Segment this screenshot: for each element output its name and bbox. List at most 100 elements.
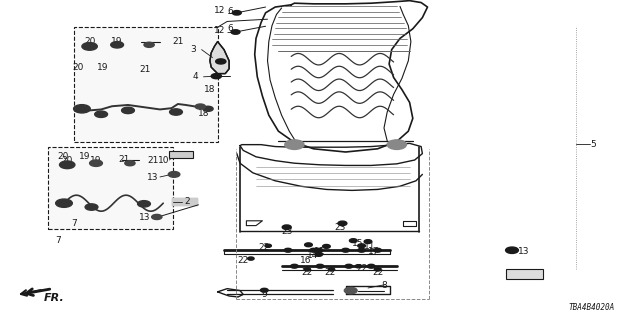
Circle shape [82,43,97,50]
Text: 23: 23 [281,227,292,236]
Text: 13: 13 [147,173,159,182]
Circle shape [170,109,182,115]
Circle shape [111,42,124,48]
Circle shape [358,248,365,252]
Circle shape [387,140,406,149]
Circle shape [232,11,241,15]
Text: 13: 13 [139,213,150,222]
Circle shape [125,161,135,166]
Circle shape [316,264,324,268]
Text: 10: 10 [158,156,170,164]
Text: 7: 7 [55,236,60,245]
Circle shape [310,248,317,252]
Circle shape [291,264,298,268]
Text: 20: 20 [61,156,73,164]
Text: 22: 22 [259,244,270,252]
Polygon shape [210,42,229,74]
Circle shape [122,107,134,114]
Text: 19: 19 [90,156,102,164]
Circle shape [304,268,310,271]
Circle shape [231,30,240,34]
Text: 4: 4 [193,72,198,81]
Circle shape [342,248,349,252]
Circle shape [74,105,90,113]
Text: 8: 8 [381,281,387,290]
Text: 21: 21 [140,65,151,74]
Text: 6: 6 [228,7,234,16]
Bar [74,27,218,142]
Text: 7: 7 [71,220,76,228]
Text: 11: 11 [314,247,325,256]
Circle shape [358,244,365,248]
Text: 1: 1 [522,271,527,280]
Text: 17: 17 [368,247,380,256]
Circle shape [315,248,323,252]
Text: 2: 2 [184,197,190,206]
Circle shape [56,199,72,207]
Text: 15: 15 [352,239,364,248]
Circle shape [95,111,108,117]
Bar [48,147,173,229]
Circle shape [349,239,357,243]
Text: TBA4B4020A: TBA4B4020A [568,303,614,312]
Circle shape [152,214,162,220]
Text: 22: 22 [372,268,383,277]
Circle shape [285,140,304,149]
Text: 20: 20 [84,37,95,46]
Circle shape [282,225,291,229]
Text: 12: 12 [214,6,225,15]
Circle shape [85,204,98,210]
Circle shape [260,288,268,292]
Circle shape [265,244,271,247]
Text: 22: 22 [237,256,248,265]
Text: 20: 20 [72,63,84,72]
Text: 16: 16 [300,256,311,265]
Text: 21: 21 [147,156,159,164]
Text: 19: 19 [79,152,90,161]
Circle shape [203,106,213,111]
Circle shape [248,257,254,260]
Circle shape [90,160,102,166]
Text: 19: 19 [111,37,123,46]
Circle shape [305,243,312,247]
Circle shape [168,172,180,177]
Circle shape [344,287,357,294]
Circle shape [506,247,518,253]
Circle shape [195,104,205,109]
Text: 6: 6 [227,24,233,33]
Text: 18: 18 [198,109,210,118]
Text: 21: 21 [118,155,130,164]
Circle shape [355,265,362,268]
Text: 22: 22 [324,268,335,277]
Circle shape [374,268,381,271]
Circle shape [323,244,330,248]
Bar [506,269,543,279]
Circle shape [138,201,150,207]
Text: 12: 12 [214,26,225,35]
Text: 3: 3 [191,45,196,54]
Circle shape [60,161,75,169]
Text: 21: 21 [173,37,184,46]
Circle shape [211,74,221,79]
Circle shape [328,268,335,271]
Circle shape [338,221,347,226]
Text: 20: 20 [57,152,68,161]
Circle shape [367,264,375,268]
Circle shape [144,42,154,47]
Circle shape [345,264,353,268]
Text: 22: 22 [356,264,367,273]
Polygon shape [172,198,197,205]
Text: 23: 23 [335,223,346,232]
Text: 18: 18 [204,85,215,94]
Text: 14: 14 [307,252,319,260]
Circle shape [216,59,226,64]
Circle shape [315,252,323,256]
Circle shape [284,248,292,252]
Text: 11: 11 [364,242,375,251]
Text: 9: 9 [262,290,267,299]
Bar [169,151,193,158]
Text: 5: 5 [590,140,596,148]
Circle shape [374,248,381,252]
Circle shape [364,240,372,244]
Text: 13: 13 [518,247,530,256]
